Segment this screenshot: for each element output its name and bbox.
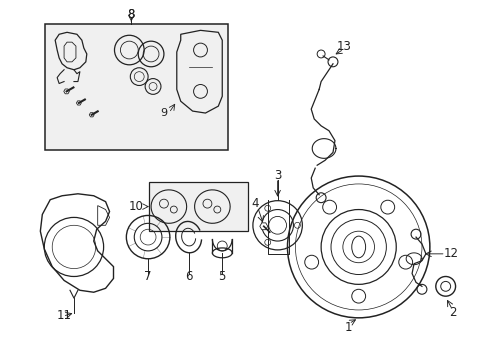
Text: 7: 7 xyxy=(144,270,152,283)
Text: 8: 8 xyxy=(127,8,135,21)
Text: 10: 10 xyxy=(128,200,143,213)
Text: 12: 12 xyxy=(443,247,458,260)
Polygon shape xyxy=(76,101,81,105)
Polygon shape xyxy=(259,223,267,230)
Text: 11: 11 xyxy=(57,309,71,322)
Text: 13: 13 xyxy=(336,40,350,53)
Bar xyxy=(45,24,228,150)
Text: 6: 6 xyxy=(184,270,192,283)
Text: 5: 5 xyxy=(218,270,225,283)
Text: 4: 4 xyxy=(251,197,258,210)
Text: 1: 1 xyxy=(345,321,352,334)
Polygon shape xyxy=(63,89,69,94)
Text: 8: 8 xyxy=(127,8,135,21)
Text: 9: 9 xyxy=(160,108,167,118)
Bar xyxy=(149,182,247,231)
Text: 2: 2 xyxy=(448,306,455,319)
Polygon shape xyxy=(89,113,94,117)
Text: 3: 3 xyxy=(273,168,281,181)
